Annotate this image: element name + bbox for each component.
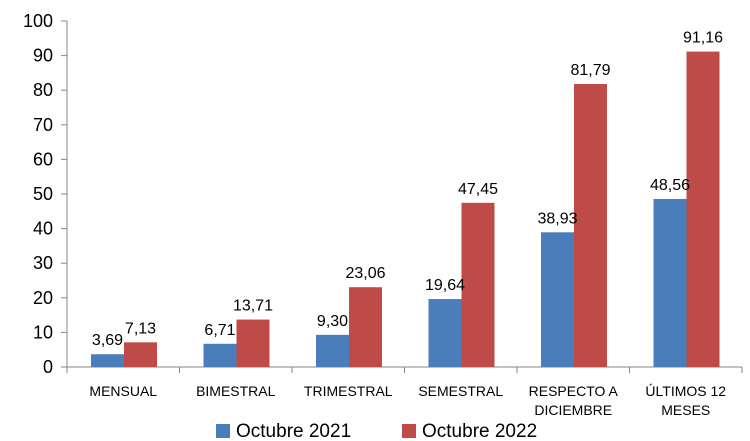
legend-swatch	[216, 424, 230, 438]
bar-octubre-2022	[124, 342, 157, 367]
x-tick-label: MENSUAL	[89, 383, 157, 399]
y-tick-label: 70	[33, 115, 53, 135]
x-tick-label: SEMESTRAL	[418, 383, 503, 399]
x-tick-label: MESES	[661, 402, 710, 418]
data-label: 81,79	[570, 62, 610, 79]
data-label: 91,16	[683, 30, 723, 47]
data-label: 13,71	[233, 298, 273, 315]
data-label: 9,30	[317, 313, 348, 330]
y-axis: 0 10 20 30 40 50 60 70 80 90 100	[23, 11, 68, 377]
bars	[91, 51, 720, 368]
bar-octubre-2022	[349, 287, 382, 367]
bar-octubre-2022	[461, 202, 495, 367]
y-tick-label: 80	[33, 80, 53, 100]
bar-octubre-2021	[91, 354, 124, 367]
data-label: 19,64	[425, 277, 465, 294]
data-label: 38,93	[537, 210, 577, 227]
y-tick-label: 100	[23, 11, 53, 31]
legend-label: Octubre 2021	[236, 421, 351, 441]
x-tick-label: BIMESTRAL	[196, 383, 276, 399]
y-tick-label: 30	[33, 253, 53, 273]
x-tick-label: ÚLTIMOS 12	[645, 383, 726, 399]
bar-octubre-2021	[428, 299, 462, 367]
legend-swatch	[402, 424, 416, 438]
data-label: 6,71	[204, 322, 235, 339]
bar-octubre-2021	[653, 198, 687, 367]
data-label: 3,69	[92, 332, 123, 349]
data-label: 48,56	[650, 177, 690, 194]
x-axis: MENSUAL BIMESTRAL TRIMESTRAL SEMESTRAL RESPE…	[66, 366, 743, 418]
x-tick-label: TRIMESTRAL	[304, 383, 393, 399]
bar-octubre-2022	[236, 319, 270, 367]
data-labels: 3,69 6,71 9,30 19,64 38,93 48,56 7,13 13,71 23,0…	[92, 30, 723, 350]
y-tick-label: 50	[33, 184, 53, 204]
bar-octubre-2022	[574, 84, 607, 368]
bar-octubre-2021	[541, 232, 574, 367]
legend: Octubre 2021 Octubre 2022	[216, 421, 537, 441]
y-tick-label: 20	[33, 288, 53, 308]
bar-octubre-2022	[686, 51, 720, 368]
y-tick-label: 60	[33, 149, 53, 169]
data-label: 23,06	[345, 265, 385, 282]
y-tick-label: 40	[33, 219, 53, 239]
y-tick-label: 10	[33, 322, 53, 342]
y-tick-label: 0	[43, 357, 53, 377]
x-tick-label: DICIEMBRE	[534, 402, 612, 418]
y-tick-label: 90	[33, 46, 53, 66]
x-tick-label: RESPECTO A	[529, 383, 619, 399]
data-label: 47,45	[458, 181, 498, 198]
legend-label: Octubre 2022	[422, 421, 537, 441]
bar-octubre-2021	[316, 334, 349, 367]
bar-octubre-2021	[203, 343, 237, 367]
data-label: 7,13	[125, 320, 156, 337]
